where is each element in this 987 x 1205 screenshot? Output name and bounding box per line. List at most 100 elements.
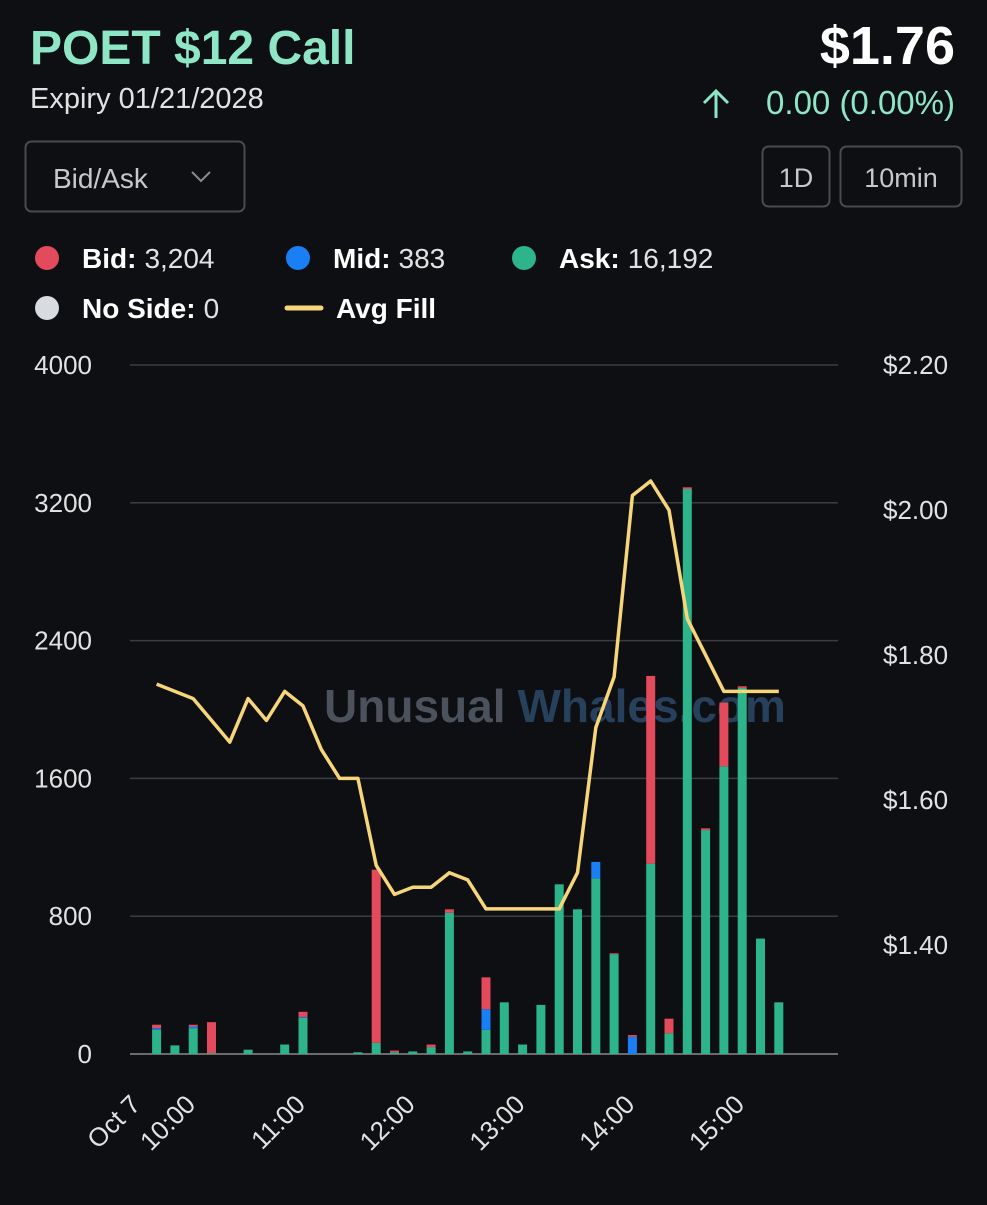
bar-segment: [390, 1052, 399, 1054]
bar-segment: [152, 1028, 162, 1030]
y-tick-label: 800: [49, 901, 92, 931]
bar-segment: [554, 884, 564, 1054]
y-tick-label: 2400: [34, 626, 92, 656]
bar-segment: [499, 1002, 509, 1054]
y-tick-label: 3200: [34, 488, 92, 518]
bar-segment: [481, 1009, 491, 1030]
bar-segment: [188, 1028, 198, 1054]
price: $1.76: [820, 16, 955, 76]
bar-segment: [573, 909, 582, 1054]
legend-total: 0: [204, 293, 220, 324]
button-box[interactable]: [761, 145, 831, 208]
dropdown-box[interactable]: [24, 140, 246, 213]
y2-tick-label: $1.80: [883, 640, 948, 670]
y-tick-label: 4000: [34, 350, 92, 380]
bar-segment: [518, 1044, 528, 1054]
bar-segment: [188, 1026, 198, 1029]
bar-segment: [207, 1022, 216, 1054]
legend-name: Bid:: [82, 243, 136, 274]
button-label[interactable]: 10min: [864, 163, 938, 193]
bar-segment: [188, 1024, 198, 1027]
legend-entry: Avg Fill: [336, 293, 436, 324]
bar-segment: [481, 977, 491, 1010]
bar-segment: [682, 489, 692, 1054]
bar-segment: [536, 1004, 546, 1054]
chevron: [191, 171, 211, 183]
bar-segment: [646, 675, 656, 864]
bar-segment: [444, 912, 454, 1054]
legend-dot: [286, 246, 310, 270]
bar-segment: [426, 1044, 436, 1048]
bar-segment: [737, 687, 747, 1054]
bar-segment: [719, 702, 729, 767]
price-change: 0.00 (0.00%): [766, 84, 955, 121]
legend-dot: [35, 246, 59, 270]
legend-total: 383: [399, 243, 446, 274]
dropdown-label[interactable]: Bid/Ask: [53, 163, 149, 194]
bar-segment: [664, 1018, 674, 1034]
legend-dot: [35, 296, 59, 320]
y2-tick-label: $2.20: [883, 350, 948, 380]
bar-segment: [591, 861, 601, 879]
avg-fill-line: [155, 479, 779, 911]
option-title: POET $12 Call: [30, 22, 355, 75]
legend-total: 16,192: [628, 243, 714, 274]
bar-segment: [756, 938, 765, 1054]
interval-button[interactable]: 10min: [839, 145, 963, 208]
bar-segment: [371, 1042, 381, 1054]
y-tick-label: 1600: [34, 763, 92, 793]
bar-segment: [609, 953, 619, 955]
bar-segment: [243, 1049, 253, 1054]
bar-segment: [390, 1050, 399, 1053]
bar-segment: [371, 869, 381, 1043]
bar-segment: [646, 863, 656, 1054]
button-label[interactable]: 1D: [779, 163, 814, 193]
legend-name: Mid:: [333, 243, 391, 274]
legend-entry: No Side: 0: [82, 293, 219, 324]
bar-segment: [280, 1044, 290, 1054]
button-box[interactable]: [839, 145, 963, 208]
bar-segment: [481, 1029, 491, 1054]
bar-segment: [408, 1051, 418, 1054]
bar-segment: [737, 686, 747, 688]
expiry: Expiry 01/21/2028: [30, 83, 264, 115]
bar-segment: [664, 1033, 674, 1054]
bar-segment: [353, 1052, 363, 1054]
legend-entry: Mid: 383: [333, 243, 445, 274]
y2-tick-label: $1.40: [883, 930, 948, 960]
bar-segment: [298, 1017, 308, 1054]
bar-segment: [207, 1053, 216, 1054]
bar-segment: [627, 1036, 637, 1054]
range-button[interactable]: 1D: [761, 145, 831, 208]
bar-segment: [627, 1035, 637, 1037]
legend-total: 3,204: [144, 243, 214, 274]
bar-segment: [298, 1011, 308, 1017]
bar-segment: [170, 1045, 180, 1054]
side-dropdown[interactable]: Bid/Ask: [24, 140, 246, 213]
bar-segment: [701, 828, 711, 831]
bar-segment: [426, 1047, 436, 1054]
bar-segment: [591, 878, 601, 1054]
bar-segment: [774, 1002, 784, 1054]
bar-segment: [609, 954, 619, 1054]
bar-segment: [444, 909, 454, 913]
bar-segment: [719, 766, 729, 1054]
legend-entry: Bid: 3,204: [82, 243, 215, 274]
y2-tick-label: $1.60: [883, 785, 948, 815]
bar-segment: [682, 487, 692, 490]
bar-segment: [701, 830, 711, 1054]
bar-segment: [152, 1029, 162, 1054]
legend-name: Avg Fill: [336, 293, 436, 324]
watermark-word: Unusual: [324, 680, 505, 732]
legend-name: No Side:: [82, 293, 196, 324]
y2-tick-label: $2.00: [883, 495, 948, 525]
bar-segment: [463, 1051, 473, 1054]
legend-dot: [512, 246, 536, 270]
up-arrow: [702, 88, 730, 118]
legend-entry: Ask: 16,192: [559, 243, 713, 274]
legend-name: Ask:: [559, 243, 620, 274]
y-tick-label: 0: [78, 1039, 92, 1069]
